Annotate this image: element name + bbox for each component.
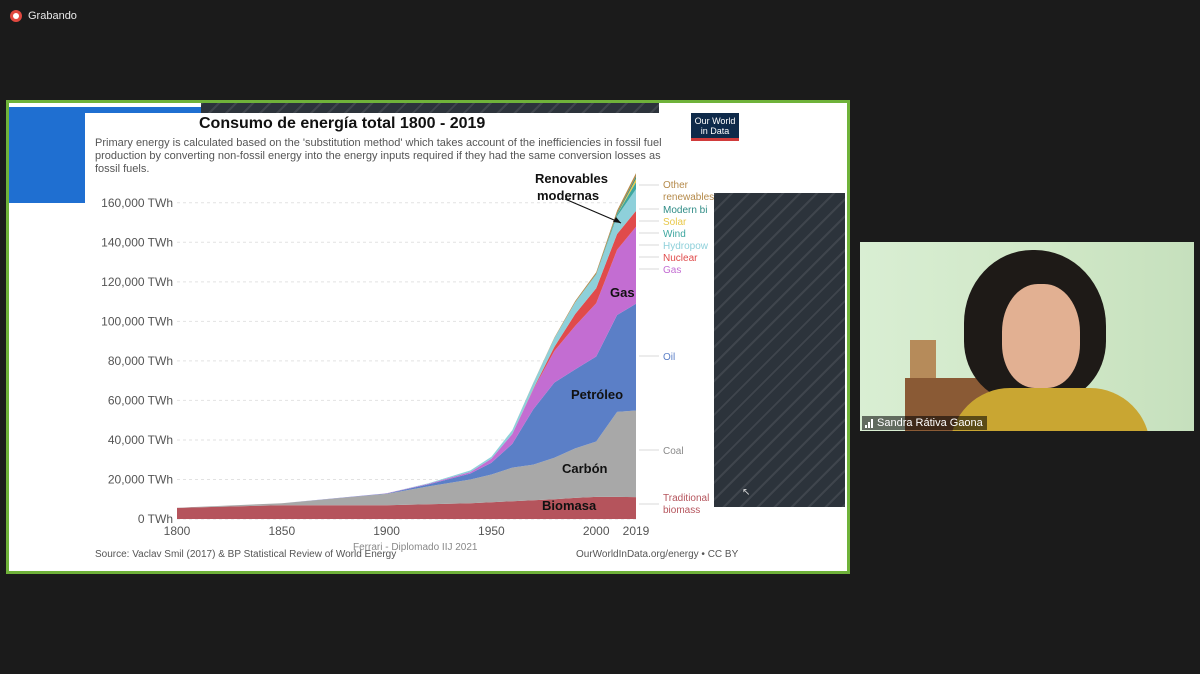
signal-bars-icon — [865, 418, 873, 428]
y-tick-label: 20,000 TWh — [108, 472, 173, 486]
annotation-renovables-1: Renovables — [535, 171, 608, 186]
occluded-region-right — [714, 193, 845, 507]
x-tick-label: 2019 — [623, 524, 650, 538]
mouse-cursor-icon: ↖ — [742, 487, 751, 498]
annotation-arrowhead — [613, 217, 621, 223]
y-tick-label: 160,000 TWh — [101, 196, 173, 210]
x-tick-label: 2000 — [583, 524, 610, 538]
energy-area-chart: 0 TWh 20,000 TWh 40,000 TWh 60,000 TWh 80,00… — [101, 173, 714, 538]
participant-video[interactable]: Sandra Rátiva Gaona — [860, 242, 1194, 431]
chart-title: Consumo de energía total 1800 - 2019 — [199, 115, 486, 132]
record-icon — [10, 10, 22, 22]
area-series-traditional-biomass — [177, 496, 636, 519]
area-series-coal — [177, 410, 636, 508]
y-tick-label: 0 TWh — [138, 512, 173, 526]
video-person-face — [1002, 284, 1080, 388]
legend-label: Solar — [663, 217, 687, 228]
legend-label: Oil — [663, 352, 675, 363]
y-tick-label: 40,000 TWh — [108, 433, 173, 447]
annotation-arrow — [564, 198, 622, 224]
chart-source: Source: Vaclav Smil (2017) & BP Statisti… — [95, 549, 397, 560]
x-tick-label: 1950 — [478, 524, 505, 538]
recording-indicator: Grabando — [10, 10, 77, 22]
slide-decoration — [9, 107, 85, 203]
annotation-petroleo: Petróleo — [571, 387, 624, 402]
legend-label: Nuclear — [663, 253, 698, 264]
logo-line1: Our World — [694, 116, 736, 126]
participant-name-label: Sandra Rátiva Gaona — [862, 416, 987, 430]
legend-label: Coal — [663, 446, 684, 457]
legend-label: Modern bi — [663, 205, 707, 216]
y-tick-label: 120,000 TWh — [101, 275, 173, 289]
y-tick-label: 80,000 TWh — [108, 354, 173, 368]
slide-decoration-line — [85, 107, 203, 113]
shared-screen: Consumo de energía total 1800 - 2019 Pri… — [6, 100, 850, 574]
y-tick-label: 60,000 TWh — [108, 393, 173, 407]
legend-label: Hydropow — [663, 241, 709, 252]
logo-line2: in Data — [700, 126, 730, 136]
legend-label: Wind — [663, 229, 686, 240]
legend-label: biomass — [663, 505, 700, 516]
x-tick-label: 1800 — [164, 524, 191, 538]
slide-watermark: Ferrari - Diplomado IIJ 2021 — [353, 542, 478, 553]
chart-subtitle: Primary energy is calculated based on th… — [95, 137, 662, 175]
y-tick-label: 140,000 TWh — [101, 235, 173, 249]
area-series-oil — [177, 303, 636, 508]
participant-name: Sandra Rátiva Gaona — [877, 417, 983, 429]
legend-label: Gas — [663, 265, 681, 276]
occluded-region-top — [201, 103, 659, 113]
annotation-biomasa: Biomasa — [542, 498, 597, 513]
y-tick-label: 100,000 TWh — [101, 314, 173, 328]
legend-label: renewables — [663, 192, 714, 203]
chart-credit: OurWorldInData.org/energy • CC BY — [576, 549, 739, 560]
annotation-carbon: Carbón — [562, 461, 608, 476]
annotation-renovables-2: modernas — [537, 188, 600, 203]
x-tick-label: 1900 — [373, 524, 400, 538]
owid-logo: Our World in Data — [691, 113, 739, 141]
recording-label: Grabando — [28, 10, 77, 22]
legend-label: Traditional — [663, 493, 709, 504]
video-shelf-item — [910, 340, 936, 380]
legend-label: Other — [663, 180, 689, 191]
x-tick-label: 1850 — [268, 524, 295, 538]
annotation-gas: Gas — [610, 285, 635, 300]
